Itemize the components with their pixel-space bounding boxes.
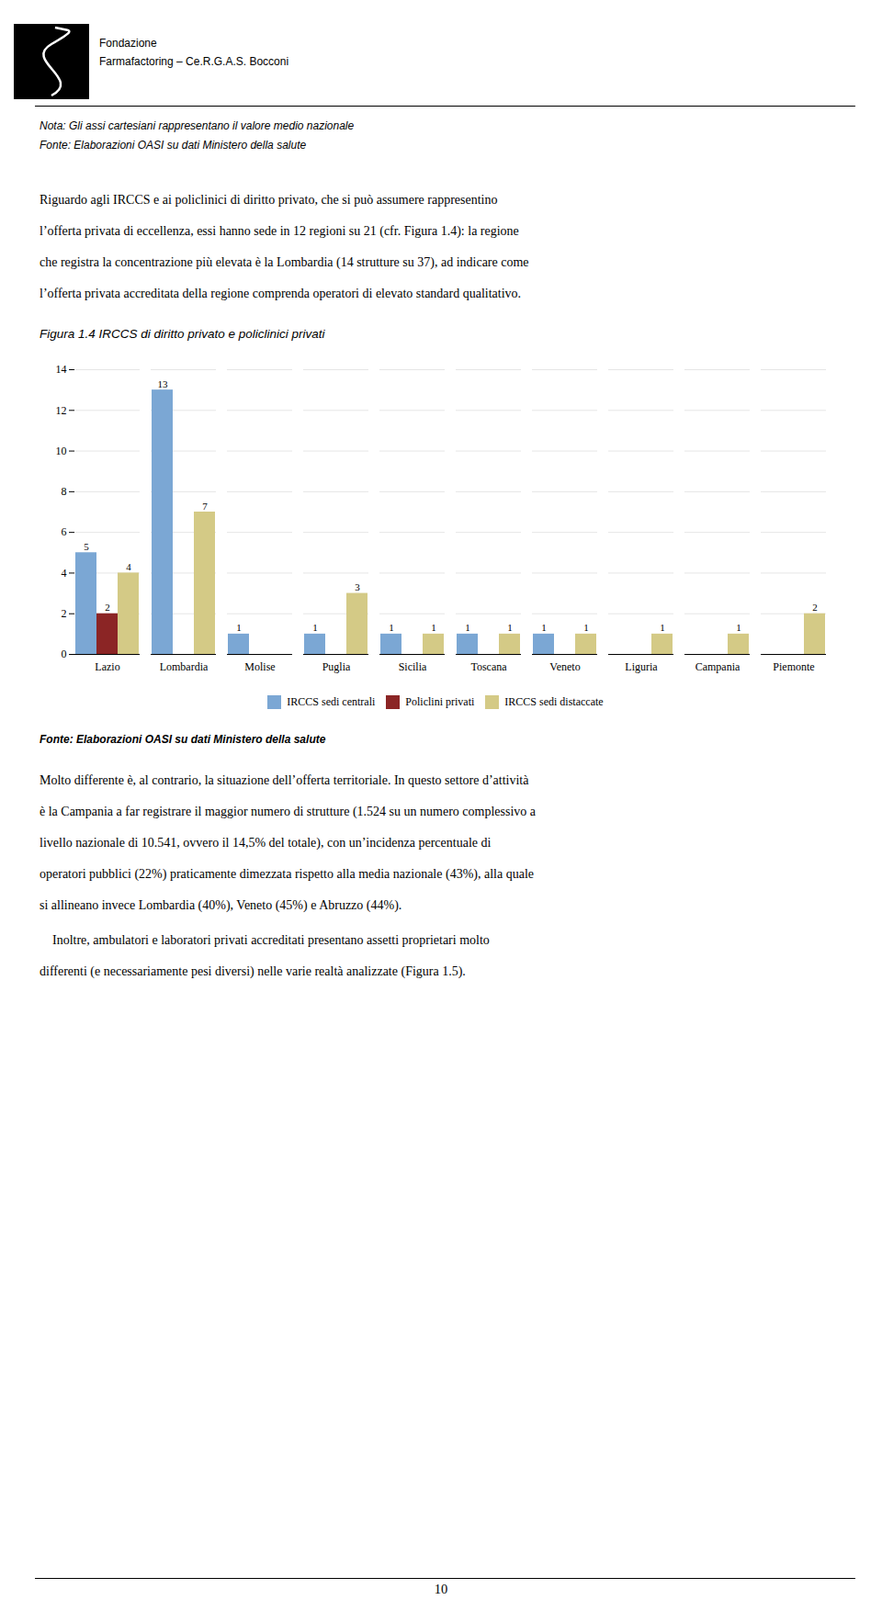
svg-text:Molise: Molise [244,660,275,674]
html-text:Fonte: Elaborazioni OASI su da: Fonte: Elaborazioni OASI su dati Ministe… [39,733,326,747]
svg-text:13: 13 [158,378,170,390]
svg-text:1: 1 [735,621,742,634]
svg-text:2: 2 [104,601,111,613]
svg-text:Piemonte: Piemonte [772,660,815,674]
svg-text:14: 14 [56,362,68,376]
html-text:IRCCS sedi distaccate: IRCCS sedi distaccate [504,695,604,709]
svg-text:1: 1 [388,621,395,634]
html-text:Inoltre, ambulatori e laborato: Inoltre, ambulatori e laboratori privati… [39,933,490,948]
svg-text:6: 6 [61,525,68,539]
svg-text:4: 4 [125,561,132,573]
svg-text:1: 1 [464,621,471,634]
html-text:Nota: Gli assi cartesiani rapp: Nota: Gli assi cartesiani rappresentano … [39,119,354,133]
svg-text:Campania: Campania [695,660,741,674]
html-text:l’offerta privata di eccellenz: l’offerta privata di eccellenza, essi ha… [39,224,519,238]
svg-text:Puglia: Puglia [322,660,351,674]
svg-text:2: 2 [61,607,68,621]
html-text:operatori pubblici (22%) prati: operatori pubblici (22%) praticamente di… [39,867,534,882]
html-text:si allineano invece Lombardia: si allineano invece Lombardia (40%), Ven… [39,898,402,913]
svg-text:1: 1 [430,621,437,634]
svg-text:Lazio: Lazio [94,660,120,674]
html-text:Policlini privati: Policlini privati [405,695,475,709]
svg-text:2: 2 [812,601,818,613]
html-text:IRCCS sedi centrali: IRCCS sedi centrali [286,695,376,709]
svg-text:1: 1 [507,621,513,634]
html-text:Fonte: Elaborazioni OASI su da: Fonte: Elaborazioni OASI su dati Ministe… [39,138,307,152]
svg-text:1: 1 [659,621,666,634]
svg-text:Sicilia: Sicilia [398,660,428,674]
svg-text:1: 1 [236,621,242,634]
html-text:differenti (e necessariamente: differenti (e necessariamente pesi diver… [39,964,466,979]
svg-text:7: 7 [202,500,208,512]
svg-text:8: 8 [61,485,68,498]
html-text:Farmafactoring – Ce.R.G.A.S. B: Farmafactoring – Ce.R.G.A.S. Bocconi [99,55,289,68]
html-text:Figura 1.4 IRCCS di diritto pr: Figura 1.4 IRCCS di diritto privato e po… [39,327,325,341]
svg-text:1: 1 [541,621,547,634]
svg-text:10: 10 [56,444,68,458]
svg-text:1: 1 [583,621,589,634]
svg-text:Liguria: Liguria [624,660,658,674]
svg-text:3: 3 [354,581,361,593]
svg-text:0: 0 [61,647,68,661]
html-text:che registra la concentrazione: che registra la concentrazione più eleva… [39,255,529,270]
html-text:livello nazionale di 10.541, o: livello nazionale di 10.541, ovvero il 1… [39,836,491,850]
html-text:10: 10 [434,1582,448,1597]
svg-text:12: 12 [56,404,68,418]
html-text:Riguardo agli IRCCS e ai polic: Riguardo agli IRCCS e ai policlinici di … [39,192,498,207]
html-text:Fondazione: Fondazione [99,36,157,50]
svg-text:Lombardia: Lombardia [159,660,209,674]
html-text:Molto differente è, al contrar: Molto differente è, al contrario, la sit… [39,773,529,788]
svg-text:5: 5 [83,541,90,553]
svg-text:Toscana: Toscana [470,660,508,674]
html-text:l’offerta privata accreditata: l’offerta privata accreditata della regi… [39,286,522,301]
svg-text:1: 1 [312,621,318,634]
svg-text:Veneto: Veneto [549,660,580,674]
svg-text:4: 4 [61,566,68,580]
html-text:è la Campania a far registrare: è la Campania a far registrare il maggio… [39,804,536,819]
